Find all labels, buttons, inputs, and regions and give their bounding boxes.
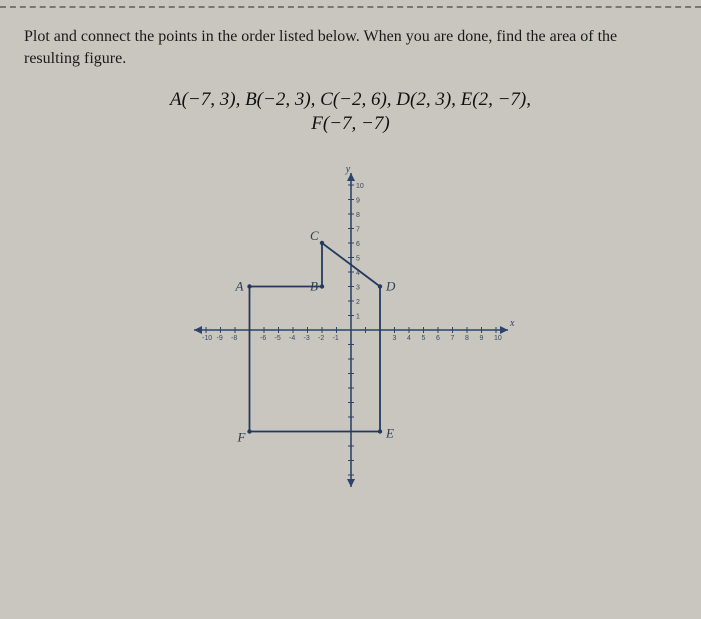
plotted-point: [247, 284, 251, 288]
y-axis-label: y: [344, 164, 350, 175]
instruction-text: Plot and connect the points in the order…: [24, 26, 677, 71]
tick-label: 6: [356, 241, 360, 248]
tick-label: 3: [392, 335, 396, 342]
page-top-border: [0, 6, 701, 8]
figure-polygon: [249, 243, 380, 432]
coordinate-plane-svg: 10987654321-10-9-8-6-5-4-3-2-1345678910x…: [171, 155, 531, 515]
point-label-F: F: [236, 429, 246, 444]
plotted-point: [319, 284, 323, 288]
tick-label: 2: [356, 299, 360, 306]
plotted-point: [377, 284, 381, 288]
tick-label: 3: [356, 284, 360, 291]
tick-label: 10: [494, 335, 502, 342]
tick-label: -10: [202, 335, 212, 342]
tick-label: 9: [356, 197, 360, 204]
tick-label: 7: [356, 226, 360, 233]
plotted-point: [377, 429, 381, 433]
point-label-C: C: [310, 228, 319, 243]
tick-label: -6: [260, 335, 266, 342]
tick-label: 5: [356, 255, 360, 262]
tick-label: -5: [274, 335, 280, 342]
tick-label: -1: [332, 335, 338, 342]
tick-label: -2: [318, 335, 324, 342]
tick-label: -4: [289, 335, 295, 342]
arrowhead-down-icon: [347, 479, 355, 487]
chart-container: 10987654321-10-9-8-6-5-4-3-2-1345678910x…: [24, 155, 677, 515]
tick-label: 8: [356, 212, 360, 219]
point-label-B: B: [310, 278, 318, 293]
tick-label: 9: [479, 335, 483, 342]
point-label-A: A: [234, 278, 243, 293]
plotted-point: [247, 429, 251, 433]
points-line-2: F(−7, −7): [24, 113, 677, 135]
tick-label: -9: [216, 335, 222, 342]
arrowhead-right-icon: [500, 326, 508, 334]
point-label-D: D: [385, 278, 396, 293]
point-label-E: E: [385, 425, 394, 440]
tick-label: 10: [356, 183, 364, 190]
tick-label: 1: [356, 313, 360, 320]
x-axis-label: x: [509, 318, 515, 329]
tick-label: -3: [303, 335, 309, 342]
tick-label: 6: [436, 335, 440, 342]
arrowhead-left-icon: [194, 326, 202, 334]
tick-label: -8: [231, 335, 237, 342]
tick-label: 8: [465, 335, 469, 342]
tick-label: 5: [421, 335, 425, 342]
tick-label: 4: [407, 335, 411, 342]
points-line-1: A(−7, 3), B(−2, 3), C(−2, 6), D(2, 3), E…: [24, 89, 677, 111]
tick-label: 7: [450, 335, 454, 342]
plotted-point: [319, 241, 323, 245]
points-block: A(−7, 3), B(−2, 3), C(−2, 6), D(2, 3), E…: [24, 89, 677, 135]
